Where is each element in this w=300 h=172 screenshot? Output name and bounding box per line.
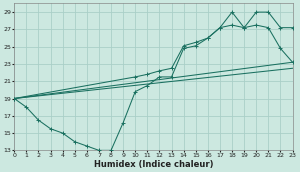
X-axis label: Humidex (Indice chaleur): Humidex (Indice chaleur)	[94, 159, 213, 169]
